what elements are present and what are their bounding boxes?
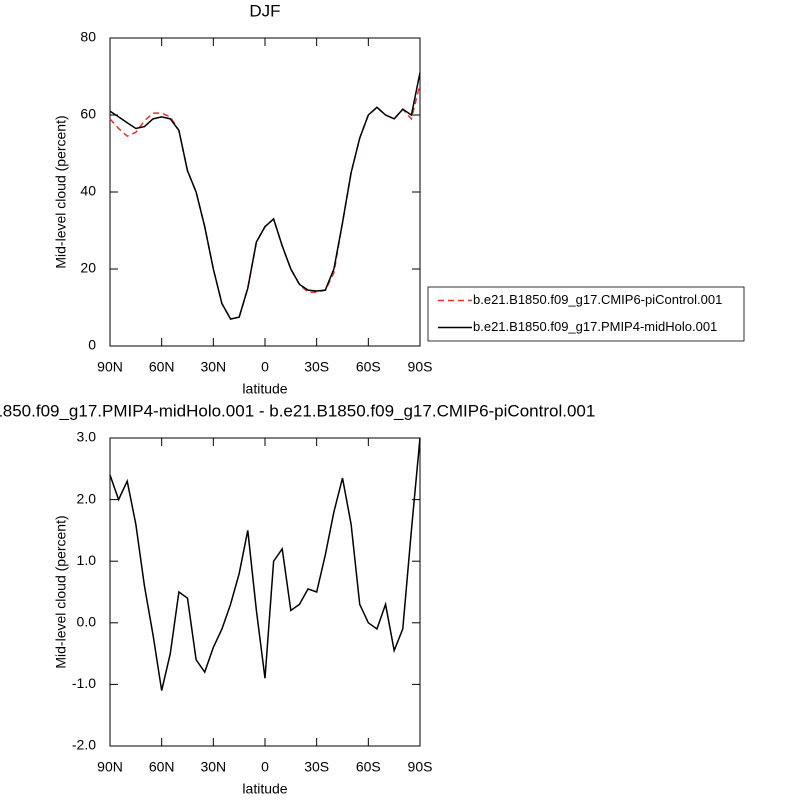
x-tick-label: 60S <box>356 759 381 775</box>
y-tick-label: -1.0 <box>72 675 96 691</box>
x-tick-label: 90S <box>408 759 433 775</box>
data-line <box>109 72 421 320</box>
plot-frame <box>109 37 421 347</box>
y-tick-label: -2.0 <box>72 737 96 753</box>
x-tick-label: 30N <box>200 759 226 775</box>
x-tick-label: 0 <box>261 359 269 375</box>
x-axis-label: latitude <box>242 781 287 797</box>
x-tick-label: 60N <box>149 759 175 775</box>
legend-box <box>427 286 745 342</box>
y-tick-label: 60 <box>80 106 96 122</box>
plot-frame <box>109 437 421 747</box>
y-tick-label: 0 <box>88 337 96 353</box>
y-tick-label: 0.0 <box>77 614 97 630</box>
x-tick-label: 0 <box>261 759 269 775</box>
x-tick-label: 30S <box>304 359 329 375</box>
x-tick-label: 60S <box>356 359 381 375</box>
chart-title: b.e21.B1850.f09_g17.PMIP4-midHolo.001 - … <box>0 401 595 420</box>
x-tick-label: 90N <box>97 359 123 375</box>
legend-label: b.e21.B1850.f09_g17.CMIP6-piControl.001 <box>473 292 722 307</box>
data-line <box>109 437 421 691</box>
y-tick-label: 20 <box>80 260 96 276</box>
x-tick-label: 60N <box>149 359 175 375</box>
y-tick-label: 80 <box>80 29 96 45</box>
x-axis-label: latitude <box>242 381 287 397</box>
x-tick-label: 30S <box>304 759 329 775</box>
x-tick-label: 90S <box>408 359 433 375</box>
chart-title: DJF <box>249 1 280 20</box>
y-tick-label: 3.0 <box>77 429 97 445</box>
x-tick-label: 30N <box>200 359 226 375</box>
y-tick-label: 1.0 <box>77 552 97 568</box>
x-tick-label: 90N <box>97 759 123 775</box>
legend-label: b.e21.B1850.f09_g17.PMIP4-midHolo.001 <box>473 319 717 334</box>
y-tick-label: 2.0 <box>77 490 97 506</box>
y-axis-label: Mid-level cloud (percent) <box>53 115 69 268</box>
y-axis-label: Mid-level cloud (percent) <box>53 515 69 668</box>
y-tick-label: 40 <box>80 183 96 199</box>
data-line <box>109 84 421 320</box>
